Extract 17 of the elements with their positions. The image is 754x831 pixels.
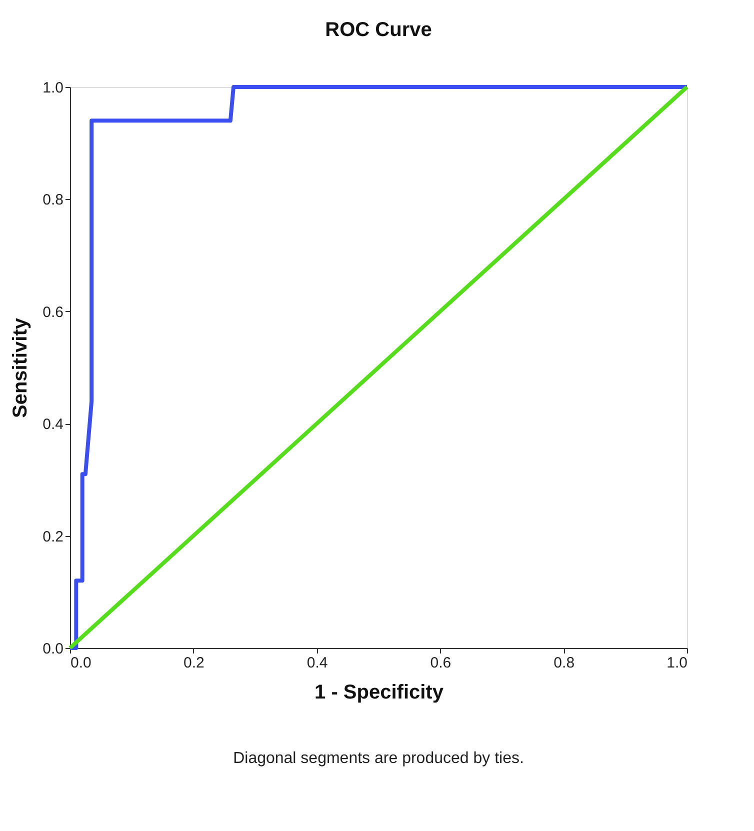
x-axis-title: 1 - Specificity — [314, 682, 444, 704]
x-tick-label: 0.4 — [306, 654, 328, 672]
x-tick-label: 0.2 — [183, 654, 204, 672]
line-series — [68, 85, 689, 650]
y-tick-label: 0.2 — [42, 528, 64, 546]
x-tick-label: 0.6 — [430, 654, 452, 672]
text: Diagonal segments are produced by ties. — [233, 750, 524, 767]
y-tick-label: 0.8 — [42, 192, 64, 209]
chart-title: ROC Curve — [325, 19, 432, 41]
x-tick-label: 0.8 — [554, 654, 575, 672]
y-axis-title: Sensitivity — [10, 317, 32, 418]
x-tick-label: 1.0 — [666, 654, 688, 672]
y-tick-label: 1.0 — [42, 80, 64, 96]
x-tick-label: 0.0 — [70, 654, 92, 672]
y-tick-label: 0.4 — [42, 416, 64, 434]
y-tick-label: 0.0 — [42, 640, 64, 658]
y-tick-label: 0.6 — [42, 304, 64, 321]
